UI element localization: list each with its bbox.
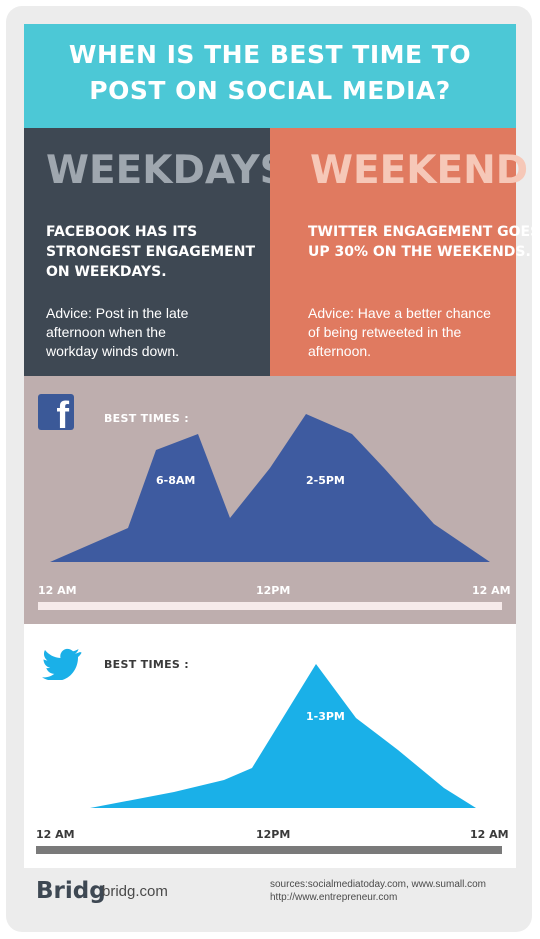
twitter-best-times-label: BEST TIMES : bbox=[104, 658, 189, 671]
weekend-advice-line: Advice: Have a better chance bbox=[308, 304, 518, 323]
weekend-advice-line: of being retweeted in the bbox=[308, 323, 518, 342]
twitter-curve bbox=[90, 664, 476, 808]
facebook-axis-mid: 12PM bbox=[256, 584, 290, 597]
weekdays-claim-line: STRONGEST ENGAGEMENT bbox=[46, 242, 260, 262]
facebook-peak-afternoon: 2-5PM bbox=[306, 474, 345, 487]
facebook-curve bbox=[50, 414, 490, 562]
weekend-claim-line: UP 30% ON THE WEEKENDS. bbox=[308, 242, 522, 262]
twitter-section: BEST TIMES : 1-3PM 12 AM 12PM 12 AM bbox=[24, 624, 516, 868]
title-line-1: WHEN IS THE BEST TIME TO bbox=[24, 40, 516, 69]
twitter-time-axis-bar bbox=[36, 846, 502, 854]
facebook-axis-right: 12 AM bbox=[472, 584, 511, 597]
facebook-time-axis-bar bbox=[38, 602, 502, 610]
facebook-icon: f bbox=[38, 394, 74, 430]
weekdays-advice-line: workday winds down. bbox=[46, 342, 256, 361]
facebook-axis-left: 12 AM bbox=[38, 584, 77, 597]
weekend-claim: TWITTER ENGAGEMENT GOES UP 30% ON THE WE… bbox=[308, 222, 522, 262]
facebook-peak-morning: 6-8AM bbox=[156, 474, 195, 487]
twitter-peak-label: 1-3PM bbox=[306, 710, 345, 723]
title-line-2: POST ON SOCIAL MEDIA? bbox=[24, 76, 516, 105]
weekdays-panel: WEEKDAYS FACEBOOK HAS ITS STRONGEST ENGA… bbox=[24, 128, 270, 376]
weekdays-claim: FACEBOOK HAS ITS STRONGEST ENGAGEMENT ON… bbox=[46, 222, 260, 282]
twitter-axis-right: 12 AM bbox=[470, 828, 509, 841]
sources-line: http://www.entrepreneur.com bbox=[270, 891, 486, 904]
weekdays-heading: WEEKDAYS bbox=[46, 148, 288, 193]
footer: Bridg bridg.com sources:socialmediatoday… bbox=[24, 868, 516, 928]
weekdays-claim-line: FACEBOOK HAS ITS bbox=[46, 222, 260, 242]
facebook-best-times-label: BEST TIMES : bbox=[104, 412, 189, 425]
weekdays-claim-line: ON WEEKDAYS. bbox=[46, 262, 260, 282]
twitter-bird-icon bbox=[42, 648, 82, 680]
sources-line: sources:socialmediatoday.com, www.sumall… bbox=[270, 878, 486, 891]
title-banner: WHEN IS THE BEST TIME TO POST ON SOCIAL … bbox=[24, 24, 516, 128]
weekend-claim-line: TWITTER ENGAGEMENT GOES bbox=[308, 222, 522, 242]
weekend-heading: WEEKEND bbox=[310, 148, 528, 193]
weekend-panel: WEEKEND TWITTER ENGAGEMENT GOES UP 30% O… bbox=[270, 128, 516, 376]
weekdays-advice: Advice: Post in the late afternoon when … bbox=[46, 304, 256, 361]
weekend-advice: Advice: Have a better chance of being re… bbox=[308, 304, 518, 361]
weekdays-advice-line: afternoon when the bbox=[46, 323, 256, 342]
site-link[interactable]: bridg.com bbox=[102, 883, 168, 900]
twitter-axis-mid: 12PM bbox=[256, 828, 290, 841]
sources: sources:socialmediatoday.com, www.sumall… bbox=[270, 878, 486, 904]
twitter-axis-left: 12 AM bbox=[36, 828, 75, 841]
facebook-section: f BEST TIMES : 6-8AM 2-5PM 12 AM 12PM 12… bbox=[24, 376, 516, 624]
weekend-advice-line: afternoon. bbox=[308, 342, 518, 361]
bridg-logo: Bridg bbox=[36, 878, 106, 904]
weekdays-advice-line: Advice: Post in the late bbox=[46, 304, 256, 323]
